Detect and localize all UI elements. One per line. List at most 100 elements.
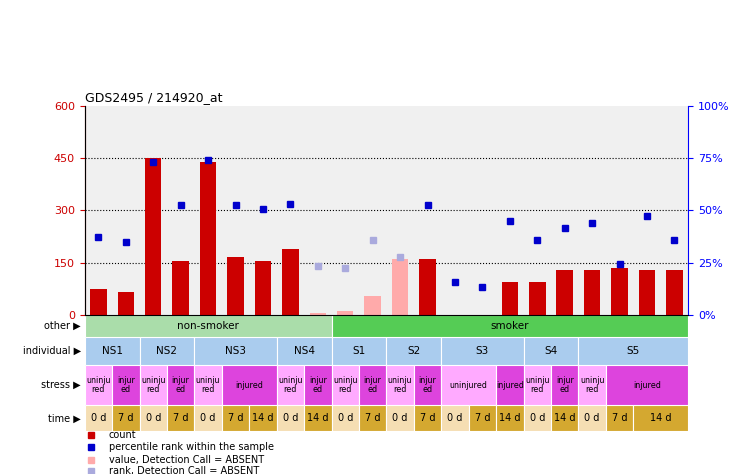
Text: 0 d: 0 d xyxy=(584,413,600,423)
Text: injur
ed: injur ed xyxy=(171,376,190,394)
Bar xyxy=(167,405,194,431)
Bar xyxy=(277,405,304,431)
Text: 0 d: 0 d xyxy=(283,413,298,423)
Bar xyxy=(331,365,359,405)
Bar xyxy=(392,259,408,315)
Bar xyxy=(639,270,655,315)
Bar xyxy=(578,337,688,365)
Bar xyxy=(194,365,222,405)
Text: injured: injured xyxy=(633,381,661,390)
Text: individual ▶: individual ▶ xyxy=(23,346,81,356)
Bar xyxy=(85,315,331,337)
Bar xyxy=(331,315,688,337)
Bar xyxy=(523,365,551,405)
Bar xyxy=(112,405,140,431)
Text: NS3: NS3 xyxy=(225,346,246,356)
Bar xyxy=(85,337,140,365)
Text: 7 d: 7 d xyxy=(173,413,188,423)
Text: uninjured: uninjured xyxy=(450,381,488,390)
Text: 7 d: 7 d xyxy=(420,413,435,423)
Bar xyxy=(337,311,353,315)
Text: NS1: NS1 xyxy=(102,346,123,356)
Bar xyxy=(304,405,331,431)
Text: non-smoker: non-smoker xyxy=(177,321,239,331)
Bar xyxy=(529,282,545,315)
Text: S1: S1 xyxy=(353,346,366,356)
Bar xyxy=(222,405,250,431)
Bar xyxy=(364,296,381,315)
Bar xyxy=(118,292,134,315)
Text: S3: S3 xyxy=(475,346,489,356)
Bar xyxy=(331,337,386,365)
Bar xyxy=(359,365,386,405)
Text: injur
ed: injur ed xyxy=(556,376,573,394)
Text: 7 d: 7 d xyxy=(118,413,133,423)
Bar xyxy=(222,365,277,405)
Text: 14 d: 14 d xyxy=(554,413,576,423)
Bar xyxy=(140,337,194,365)
Text: uninju
red: uninju red xyxy=(196,376,220,394)
Bar xyxy=(359,405,386,431)
Bar xyxy=(414,405,442,431)
Text: S2: S2 xyxy=(407,346,420,356)
Bar xyxy=(194,337,277,365)
Text: 7 d: 7 d xyxy=(612,413,627,423)
Bar xyxy=(414,365,442,405)
Bar xyxy=(250,405,277,431)
Bar xyxy=(145,158,161,315)
Bar xyxy=(304,365,331,405)
Text: 7 d: 7 d xyxy=(475,413,490,423)
Bar xyxy=(112,365,140,405)
Bar xyxy=(85,405,112,431)
Text: injur
ed: injur ed xyxy=(309,376,327,394)
Text: 14 d: 14 d xyxy=(307,413,328,423)
Text: GDS2495 / 214920_at: GDS2495 / 214920_at xyxy=(85,91,222,104)
Bar xyxy=(172,261,189,315)
Bar xyxy=(277,365,304,405)
Text: 0 d: 0 d xyxy=(447,413,463,423)
Bar xyxy=(194,405,222,431)
Text: count: count xyxy=(109,430,136,440)
Text: uninju
red: uninju red xyxy=(580,376,604,394)
Text: other ▶: other ▶ xyxy=(44,321,81,331)
Bar xyxy=(578,405,606,431)
Text: smoker: smoker xyxy=(491,321,529,331)
Text: 0 d: 0 d xyxy=(392,413,408,423)
Bar xyxy=(523,337,578,365)
Bar xyxy=(140,405,167,431)
Text: percentile rank within the sample: percentile rank within the sample xyxy=(109,441,274,452)
Text: S4: S4 xyxy=(545,346,558,356)
Bar xyxy=(282,249,299,315)
Text: S5: S5 xyxy=(626,346,640,356)
Bar xyxy=(255,261,271,315)
Text: NS4: NS4 xyxy=(294,346,314,356)
Text: injur
ed: injur ed xyxy=(419,376,436,394)
Bar xyxy=(386,365,414,405)
Text: 0 d: 0 d xyxy=(91,413,106,423)
Text: time ▶: time ▶ xyxy=(49,413,81,423)
Text: 7 d: 7 d xyxy=(365,413,381,423)
Bar xyxy=(442,405,469,431)
Text: uninju
red: uninju red xyxy=(86,376,110,394)
Text: value, Detection Call = ABSENT: value, Detection Call = ABSENT xyxy=(109,455,264,465)
Text: injur
ed: injur ed xyxy=(117,376,135,394)
Text: uninju
red: uninju red xyxy=(388,376,412,394)
Bar xyxy=(551,365,578,405)
Bar xyxy=(331,405,359,431)
Text: 0 d: 0 d xyxy=(200,413,216,423)
Bar xyxy=(386,337,442,365)
Text: injured: injured xyxy=(236,381,263,390)
Bar xyxy=(442,365,496,405)
Bar xyxy=(551,405,578,431)
Bar xyxy=(469,405,496,431)
Bar xyxy=(386,405,414,431)
Bar xyxy=(584,270,601,315)
Text: NS2: NS2 xyxy=(157,346,177,356)
Bar xyxy=(496,365,523,405)
Text: 7 d: 7 d xyxy=(227,413,244,423)
Bar xyxy=(523,405,551,431)
Bar xyxy=(666,270,683,315)
Text: 14 d: 14 d xyxy=(499,413,520,423)
Text: 0 d: 0 d xyxy=(338,413,353,423)
Bar xyxy=(420,259,436,315)
